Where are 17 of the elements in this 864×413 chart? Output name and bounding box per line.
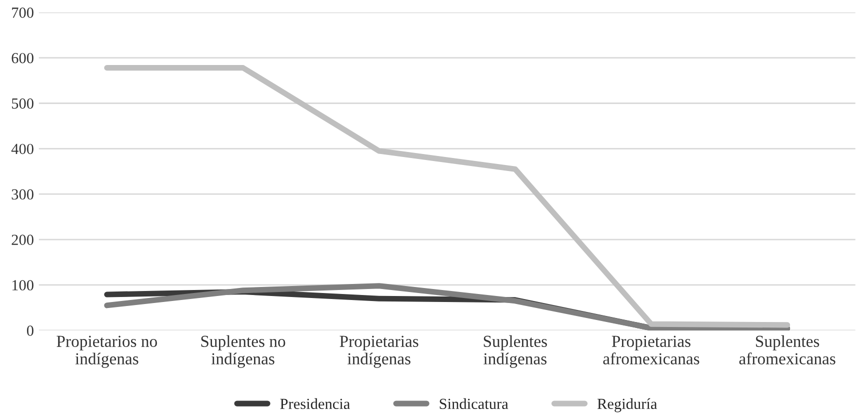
x-tick-label: Suplentes indígenas <box>484 335 547 368</box>
legend-label: Presidencia <box>280 398 350 410</box>
y-tick-label: 100 <box>12 280 34 290</box>
legend-label: Regiduría <box>597 398 658 412</box>
x-tick-label: Propietarias afromexicanas <box>603 336 700 364</box>
y-tick-label: 400 <box>11 144 34 154</box>
y-tick-label: 0 <box>26 326 34 336</box>
x-tick-label: Propietarias indígenas <box>340 336 418 368</box>
x-tick-label: Suplentes afromexicanas <box>739 335 836 364</box>
y-tick-label: 600 <box>12 52 34 64</box>
y-tick-label: 700 <box>12 8 34 18</box>
x-tick-label: Suplentes no indígenas <box>201 335 286 368</box>
y-tick-label: 200 <box>12 234 34 245</box>
y-tick-label: 500 <box>12 98 34 109</box>
y-tick-label: 300 <box>12 189 34 200</box>
legend-label: Sindicatura <box>440 398 508 410</box>
x-tick-label: Propietarios no indígenas <box>56 336 157 368</box>
